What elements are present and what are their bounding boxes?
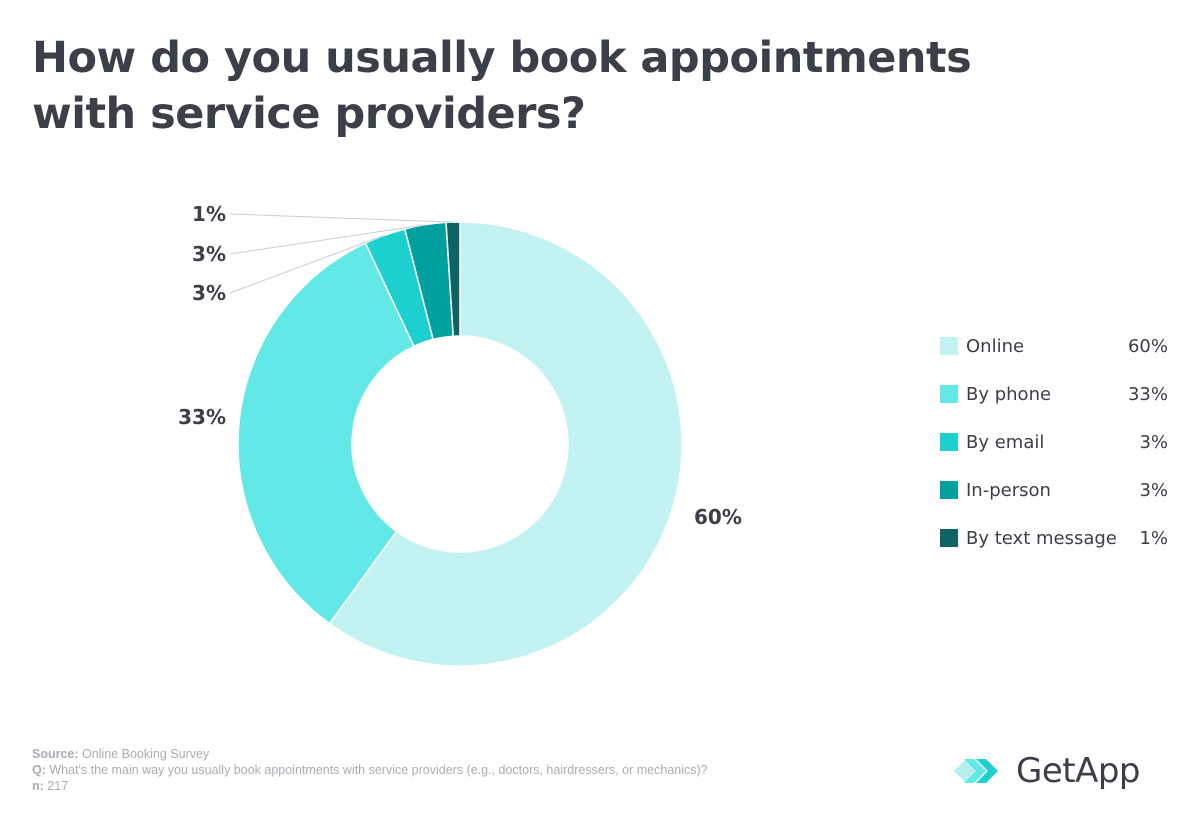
- legend-label: By phone: [966, 383, 1052, 405]
- legend-label: By text message: [966, 527, 1117, 549]
- legend-swatch: [940, 529, 958, 547]
- chart-title-line-2: with service providers?: [32, 89, 586, 139]
- data-label-by-email: 3%: [192, 281, 226, 305]
- chart-footer: Source: Online Booking Survey Q: What's …: [32, 746, 892, 794]
- slice-online: [328, 221, 683, 667]
- legend-value: 3%: [1139, 431, 1168, 453]
- data-label-in-person: 3%: [192, 242, 226, 266]
- legend-value: 3%: [1139, 479, 1168, 501]
- chart-legend: Online 60% By phone 33% By email 3% In-person 3…: [940, 334, 1168, 574]
- getapp-wordmark: GetApp: [1016, 751, 1141, 791]
- legend-swatch: [940, 433, 958, 451]
- legend-swatch: [940, 385, 958, 403]
- legend-swatch: [940, 337, 958, 355]
- footer-sample-size: n: 217: [32, 779, 69, 793]
- legend-item-in-person: In-person 3%: [940, 478, 1168, 502]
- legend-swatch: [940, 481, 958, 499]
- slice-by-phone: [237, 242, 416, 625]
- leader-line-by-email: [229, 234, 385, 294]
- getapp-logo[interactable]: GetApp: [952, 748, 1164, 794]
- chart-title: How do you usually book appointments wit…: [32, 30, 1032, 142]
- data-label-by-phone: 33%: [178, 405, 226, 429]
- footer-question: Q: What's the main way you usually book …: [32, 763, 708, 777]
- legend-label: Online: [966, 335, 1025, 357]
- legend-value: 33%: [1127, 383, 1168, 405]
- legend-item-online: Online 60%: [940, 334, 1168, 358]
- legend-item-by-text-message: By text message 1%: [940, 526, 1168, 550]
- chart-title-line-1: How do you usually book appointments: [32, 33, 972, 83]
- leader-line-by-text-message: [229, 213, 454, 223]
- legend-item-by-phone: By phone 33%: [940, 382, 1168, 406]
- data-label-online: 60%: [694, 505, 742, 529]
- getapp-chevrons-icon: [954, 759, 998, 783]
- legend-item-by-email: By email 3%: [940, 430, 1168, 454]
- leader-line-in-person: [229, 224, 426, 255]
- data-label-by-text-message: 1%: [192, 202, 226, 226]
- legend-value: 60%: [1127, 335, 1168, 357]
- legend-value: 1%: [1139, 527, 1168, 549]
- legend-label: By email: [966, 431, 1045, 453]
- footer-source: Source: Online Booking Survey: [32, 747, 210, 761]
- legend-label: In-person: [966, 479, 1051, 501]
